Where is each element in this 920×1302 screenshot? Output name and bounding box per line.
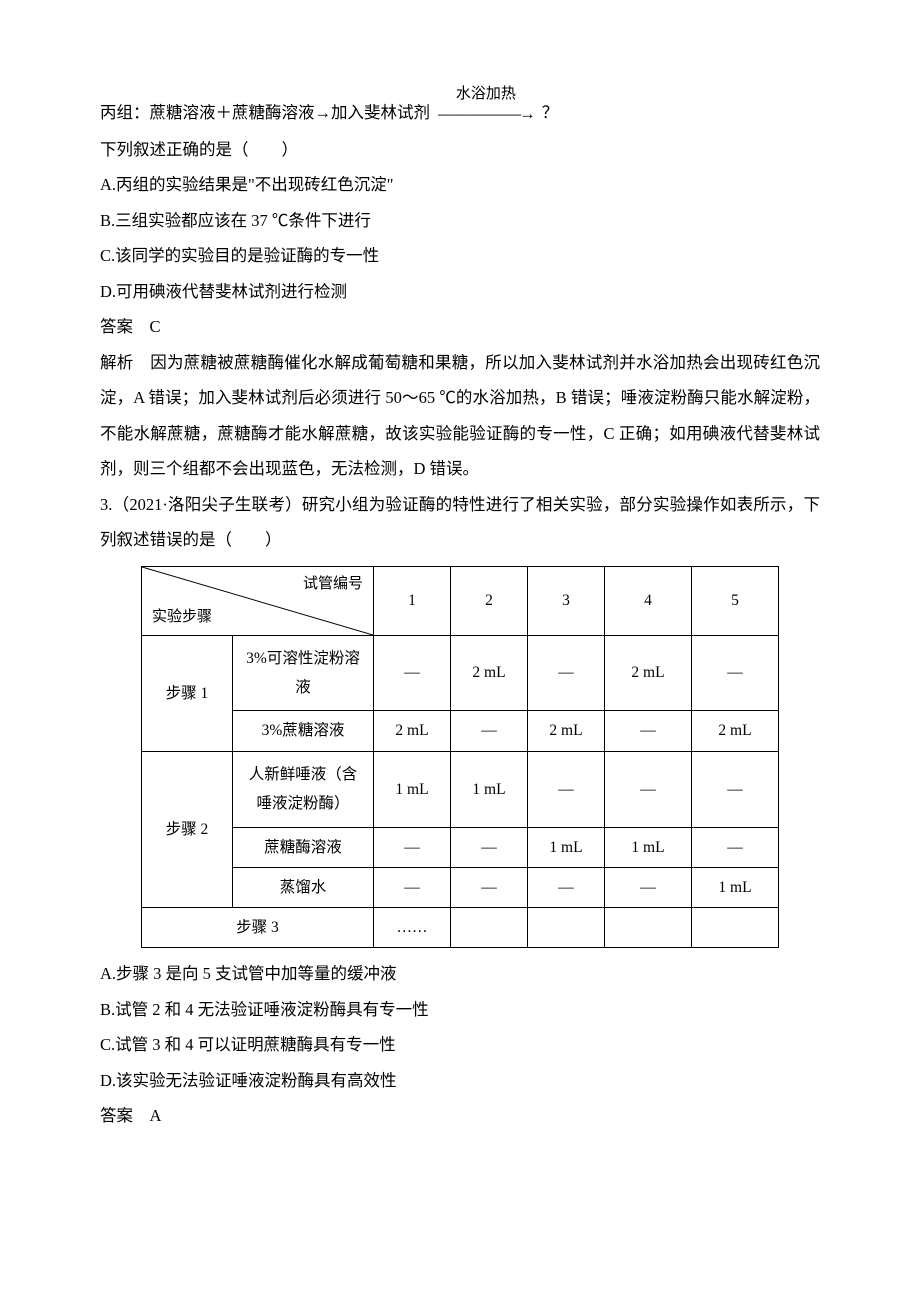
cell: 2 mL [451,635,528,711]
col-3: 3 [528,566,605,635]
cell: — [374,827,451,867]
step2-row1-label: 人新鲜唾液（含唾液淀粉酶） [233,751,374,827]
q3-option-c: C.试管 3 和 4 可以证明蔗糖酶具有专一性 [100,1027,820,1062]
col-2: 2 [451,566,528,635]
cell: — [528,867,605,907]
experiment-table: 试管编号 实验步骤 1 2 3 4 5 步骤 1 3%可溶性淀粉溶液 — 2 m… [141,566,779,949]
table-row: 步骤 2 人新鲜唾液（含唾液淀粉酶） 1 mL 1 mL — — — [142,751,779,827]
diag-bottom-label: 实验步骤 [152,606,212,629]
group-c-prefix: 丙组：蔗糖溶液＋蔗糖酶溶液→加入斐林试剂 [100,103,430,122]
table-row: 步骤 1 3%可溶性淀粉溶液 — 2 mL — 2 mL — [142,635,779,711]
q3-option-d: D.该实验无法验证唾液淀粉酶具有高效性 [100,1063,820,1098]
cell: 1 mL [374,751,451,827]
heat-annotation: 水浴加热 — — — — —→ [438,96,534,131]
annotation-top: 水浴加热 [438,78,534,110]
cell: — [692,827,779,867]
cell: — [605,751,692,827]
cell: 1 mL [528,827,605,867]
cell: — [605,711,692,751]
cell: 1 mL [605,827,692,867]
q3-stem: 3.（2021·洛阳尖子生联考）研究小组为验证酶的特性进行了相关实验，部分实验操… [100,487,820,558]
step2-label: 步骤 2 [142,751,233,907]
cell: — [692,635,779,711]
option-b: B.三组实验都应该在 37 ℃条件下进行 [100,203,820,238]
table-header-row: 试管编号 实验步骤 1 2 3 4 5 [142,566,779,635]
step3-label: 步骤 3 [142,908,374,948]
qmark: ？ [542,103,559,122]
cell [692,908,779,948]
step1-row1-label: 3%可溶性淀粉溶液 [233,635,374,711]
step2-row3-label: 蒸馏水 [233,867,374,907]
group-c-line: 丙组：蔗糖溶液＋蔗糖酶溶液→加入斐林试剂 水浴加热 — — — — —→ ？ [100,95,820,132]
cell: 1 mL [692,867,779,907]
analysis-1: 解析 因为蔗糖被蔗糖酶催化水解成葡萄糖和果糖，所以加入斐林试剂并水浴加热会出现砖… [100,345,820,487]
cell: 1 mL [451,751,528,827]
diag-top-label: 试管编号 [303,573,363,596]
cell: — [451,867,528,907]
q3-option-b: B.试管 2 和 4 无法验证唾液淀粉酶具有专一性 [100,992,820,1027]
q3-option-a: A.步骤 3 是向 5 支试管中加等量的缓冲液 [100,956,820,991]
col-5: 5 [692,566,779,635]
cell [528,908,605,948]
table-row: 步骤 3 …… [142,908,779,948]
cell: — [692,751,779,827]
option-c: C.该同学的实验目的是验证酶的专一性 [100,238,820,273]
cell: …… [374,908,451,948]
q3-answer: 答案 A [100,1098,820,1133]
cell: — [451,827,528,867]
cell [451,908,528,948]
cell: 2 mL [528,711,605,751]
table-row: 蔗糖酶溶液 — — 1 mL 1 mL — [142,827,779,867]
cell: — [528,751,605,827]
cell: — [528,635,605,711]
step2-row2-label: 蔗糖酶溶液 [233,827,374,867]
cell [605,908,692,948]
answer-1: 答案 C [100,309,820,344]
step1-label: 步骤 1 [142,635,233,751]
cell: — [374,635,451,711]
cell: — [451,711,528,751]
table-row: 蒸馏水 — — — — 1 mL [142,867,779,907]
option-a: A.丙组的实验结果是"不出现砖红色沉淀" [100,167,820,202]
cell: — [605,867,692,907]
col-1: 1 [374,566,451,635]
option-d: D.可用碘液代替斐林试剂进行检测 [100,274,820,309]
col-4: 4 [605,566,692,635]
stem-1: 下列叙述正确的是（ ） [100,132,820,167]
cell: — [374,867,451,907]
step1-row2-label: 3%蔗糖溶液 [233,711,374,751]
table-row: 3%蔗糖溶液 2 mL — 2 mL — 2 mL [142,711,779,751]
diag-header-cell: 试管编号 实验步骤 [142,566,374,635]
page: 丙组：蔗糖溶液＋蔗糖酶溶液→加入斐林试剂 水浴加热 — — — — —→ ？ 下… [0,0,920,1194]
cell: 2 mL [374,711,451,751]
cell: 2 mL [605,635,692,711]
cell: 2 mL [692,711,779,751]
